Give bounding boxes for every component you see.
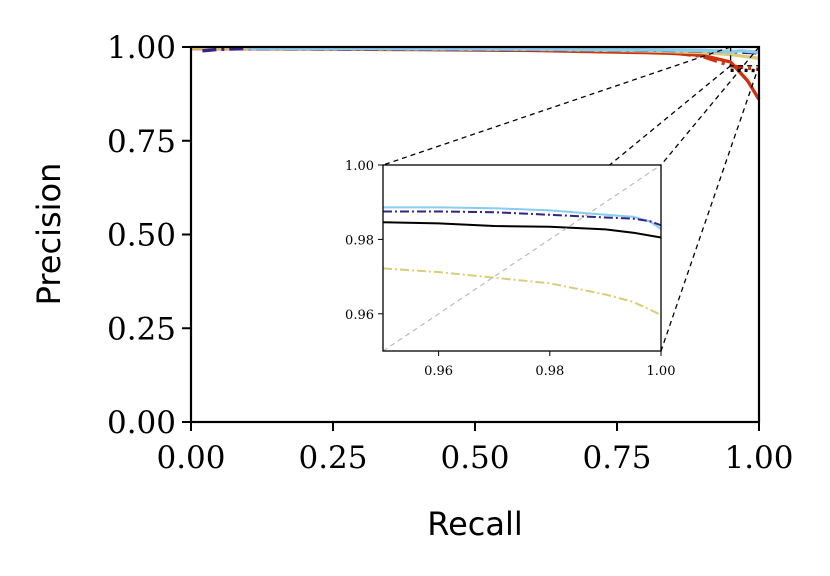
y-tick-label: 0.75	[107, 124, 176, 160]
y-tick-label: 0.25	[107, 311, 176, 347]
zoom-connector	[382, 46, 731, 166]
inset-x-tick-label: 0.96	[424, 364, 453, 379]
zoom-connector	[382, 65, 732, 352]
y-axis-label: Precision	[30, 163, 68, 306]
inset-y-tick-label: 0.96	[345, 308, 374, 323]
inset-series-line-3	[383, 267, 661, 316]
inset-x-tick-label: 1.00	[647, 364, 676, 379]
x-tick-label: 0.25	[298, 440, 367, 476]
main-series-line-0	[190, 46, 761, 101]
x-tick-label: 0.75	[582, 440, 651, 476]
inset-series-line-4	[383, 165, 661, 351]
x-tick-label: 0.50	[440, 440, 509, 476]
y-tick-label: 1.00	[107, 30, 176, 66]
zoom-connector	[660, 65, 760, 352]
x-tick-label: 1.00	[724, 440, 793, 476]
inset-frame	[382, 164, 662, 352]
inset-series-line-2	[383, 221, 661, 239]
y-tick-label: 0.50	[107, 218, 176, 254]
main-ticks: 0.00 0.25 0.50 0.75 1.00 0.00 0.25 0.50 0.75 1.00	[107, 30, 794, 476]
inset-series-line-1	[383, 210, 661, 227]
main-series-line-4	[247, 46, 760, 54]
inset-background	[383, 165, 661, 351]
inset-y-tick-label: 0.98	[345, 233, 374, 248]
inset-ticks: 0.96 0.98 1.00 0.96 0.98 1.00	[345, 159, 675, 379]
zoom-connector	[660, 46, 760, 166]
x-tick-label: 0.00	[156, 440, 225, 476]
x-axis-label: Recall	[427, 505, 522, 543]
y-tick-label: 0.00	[107, 405, 176, 441]
main-plot-series	[190, 46, 761, 101]
inset-plot-series	[383, 165, 661, 351]
inset-x-tick-label: 0.98	[535, 364, 564, 379]
inset-y-tick-label: 1.00	[345, 159, 374, 174]
inset-series-line-0	[383, 206, 661, 230]
